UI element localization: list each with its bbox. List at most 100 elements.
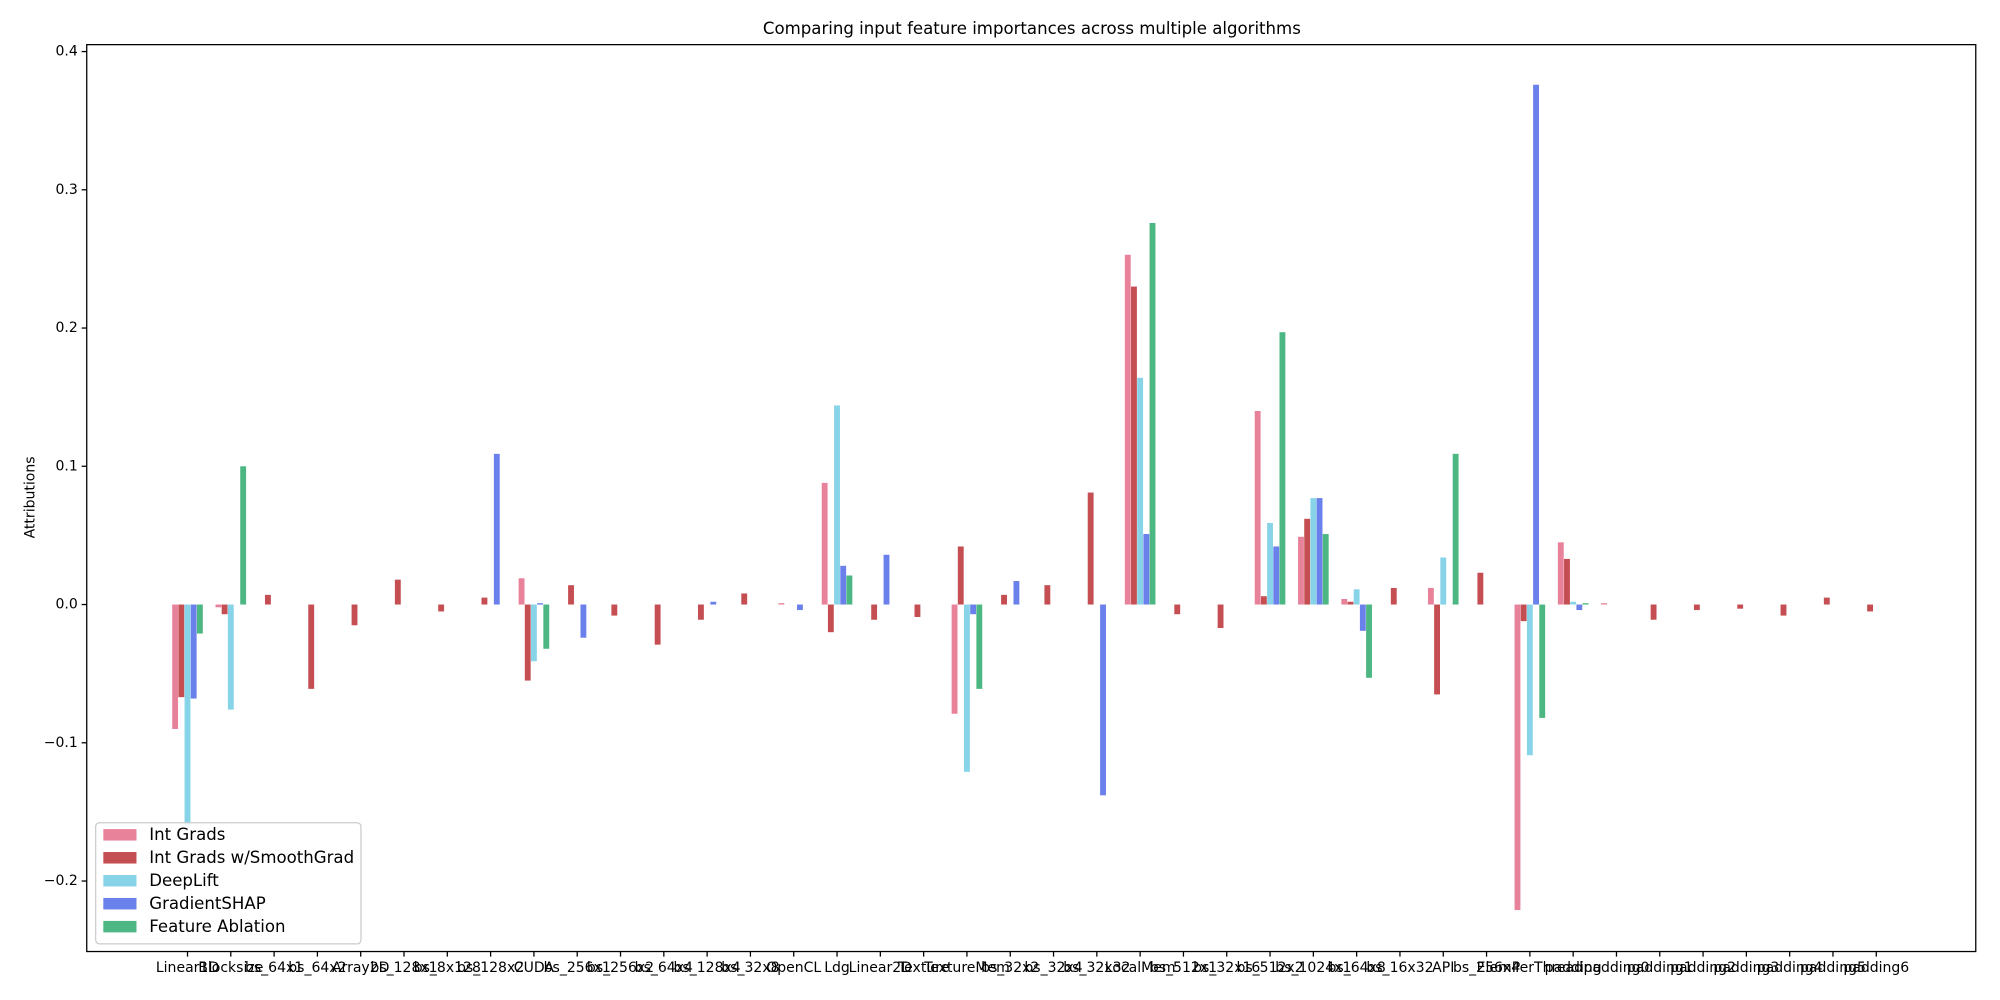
y-tick-label: 0.0 (56, 597, 78, 613)
x-tick-label: bs_32x2 (981, 960, 1039, 976)
x-tick-label: padding2 (1670, 960, 1736, 976)
bar (1124, 254, 1131, 605)
legend-label: Feature Ablation (149, 917, 285, 936)
bar (698, 604, 704, 620)
x-tick-label: bs_512x2 (1236, 960, 1303, 976)
bar (1347, 601, 1354, 605)
x-tick-label: bs_64x1 (245, 960, 303, 976)
bar (1582, 603, 1589, 605)
legend-swatch (103, 920, 137, 933)
bar (1570, 601, 1577, 605)
bar (976, 604, 983, 689)
bar (840, 565, 847, 605)
legend-label: DeepLift (149, 871, 219, 890)
bar (1823, 597, 1830, 605)
bar (1353, 589, 1360, 605)
bar (827, 604, 834, 633)
bar (1254, 410, 1261, 605)
bar (1310, 498, 1317, 605)
y-tick-label: −0.1 (44, 735, 78, 751)
bar (796, 604, 803, 611)
bar (1174, 604, 1181, 615)
bar (1322, 534, 1329, 605)
bar (654, 604, 661, 645)
bar (518, 578, 525, 605)
bar (1452, 453, 1459, 605)
bar (1087, 492, 1094, 605)
x-tick-label: padding0 (1584, 960, 1650, 976)
bar (351, 604, 358, 626)
x-tick-label: bs_32x4 (1024, 960, 1082, 976)
bar (1001, 594, 1007, 605)
x-tick-label: bs_8x128 (414, 960, 481, 976)
x-tick-label: bs_32x32 (1063, 960, 1130, 976)
x-tick-label: bs_64x2 (288, 960, 346, 976)
bar (530, 604, 537, 662)
bar (221, 604, 228, 615)
bar (1341, 599, 1348, 605)
x-tick-label: Array2D (332, 960, 389, 976)
x-tick-label: ElemPerThread (1477, 960, 1583, 976)
x-tick-label: bs_32x8 (721, 960, 779, 976)
bar (1013, 581, 1020, 605)
x-tick-label: bs_128x1 (370, 960, 437, 976)
bar (481, 597, 488, 605)
x-tick-label: bs_1024x1 (1275, 960, 1351, 976)
x-tick-label: padding6 (1843, 960, 1909, 976)
bar (240, 466, 247, 605)
bar (1100, 604, 1106, 796)
bar (1267, 522, 1273, 605)
x-tick-label: bs_256x2 (587, 960, 654, 976)
bar (1693, 604, 1700, 611)
bar (951, 604, 958, 714)
bar (580, 604, 587, 638)
x-tick-label: Blocksize (198, 960, 263, 976)
bar (1440, 557, 1447, 605)
bar (741, 593, 748, 605)
legend: Int Grads Int Grads w/SmoothGrad DeepLift G… (95, 822, 362, 945)
bar (1601, 603, 1608, 605)
x-tick-label: API (1432, 960, 1454, 976)
bar (1867, 604, 1874, 612)
x-tick-label: bs_512x1 (1150, 960, 1217, 976)
x-tick-label: bs_128x4 (674, 960, 741, 976)
bar (846, 575, 853, 605)
bar (264, 594, 271, 605)
legend-swatch (103, 875, 137, 887)
bar (1427, 587, 1434, 605)
bar (611, 604, 618, 616)
bar (1044, 585, 1051, 605)
bar (568, 585, 574, 605)
bar (537, 603, 544, 605)
bar (1366, 604, 1372, 678)
bar (172, 604, 179, 729)
x-tick-label: bs_256x4 (1453, 960, 1520, 976)
bar (1390, 587, 1397, 605)
bar (1434, 604, 1441, 695)
bar (1477, 572, 1484, 605)
bar (1149, 222, 1156, 605)
x-tick-label: bs_64x8 (1328, 960, 1386, 976)
x-tick-label: TextureMem (923, 960, 1010, 976)
bar (190, 604, 197, 699)
x-tick-label: padding3 (1713, 960, 1779, 976)
legend-swatch (103, 829, 137, 841)
bar (1564, 558, 1570, 605)
bar (227, 604, 234, 710)
bar (184, 604, 191, 826)
bar (215, 604, 222, 608)
bar (1298, 536, 1304, 605)
bar (970, 604, 977, 615)
bar (1137, 377, 1144, 605)
bar (834, 405, 840, 605)
bar (524, 604, 531, 681)
legend-label: Int Grads (149, 825, 225, 844)
bar (1273, 546, 1280, 605)
bar (1304, 518, 1311, 605)
chart-title: Comparing input feature importances acro… (763, 19, 1301, 38)
x-tick-label: OpenCL (766, 960, 821, 976)
y-tick-label: 0.4 (56, 44, 78, 60)
legend-swatch (103, 852, 137, 864)
x-tick-label: bs_64x4 (635, 960, 693, 976)
x-tick-label: Texture (897, 960, 949, 976)
